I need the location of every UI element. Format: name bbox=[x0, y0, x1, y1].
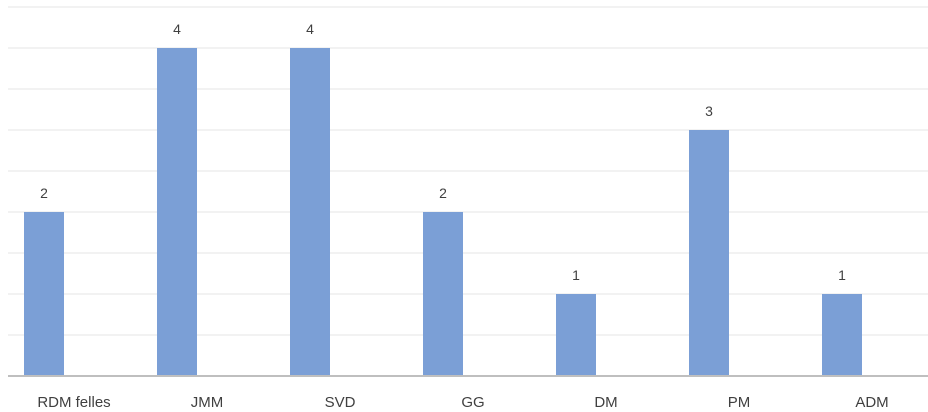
data-label: 1 bbox=[838, 267, 846, 283]
x-tick-label: GG bbox=[461, 394, 484, 411]
x-tick-label: DM bbox=[594, 394, 617, 411]
data-label: 4 bbox=[306, 21, 314, 37]
bar-pm bbox=[689, 130, 729, 376]
x-tick-label: PM bbox=[728, 394, 751, 411]
gridlines bbox=[8, 6, 928, 336]
data-label: 1 bbox=[572, 267, 580, 283]
data-label: 3 bbox=[705, 103, 713, 119]
data-label: 2 bbox=[439, 185, 447, 201]
bar-rdm-felles bbox=[24, 212, 64, 376]
bar-dm bbox=[556, 294, 596, 376]
x-tick-label: JMM bbox=[191, 394, 224, 411]
x-tick-label: ADM bbox=[855, 394, 888, 411]
data-labels-group: 2 4 4 2 1 3 1 bbox=[40, 21, 846, 283]
x-tick-label: RDM felles bbox=[37, 394, 110, 411]
bar-svd bbox=[290, 48, 330, 376]
bar-jmm bbox=[157, 48, 197, 376]
bar-gg bbox=[423, 212, 463, 376]
bars-group bbox=[24, 48, 862, 376]
data-label: 2 bbox=[40, 185, 48, 201]
x-tick-label: SVD bbox=[325, 394, 356, 411]
data-label: 4 bbox=[173, 21, 181, 37]
x-tick-labels-group: RDM felles JMM SVD GG DM PM ADM bbox=[37, 394, 888, 411]
bar-adm bbox=[822, 294, 862, 376]
